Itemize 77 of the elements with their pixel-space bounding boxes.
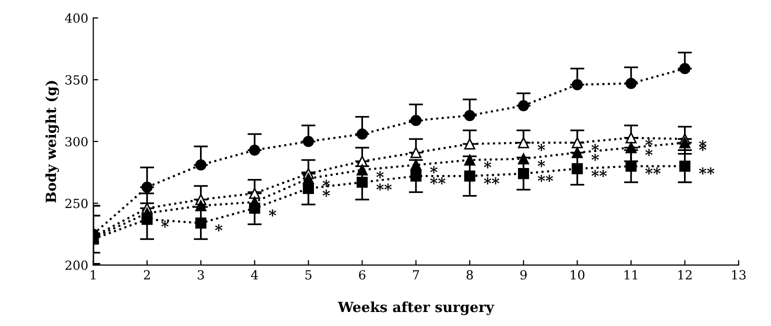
x-tick-label: 12 <box>678 270 692 280</box>
point <box>626 160 637 172</box>
annotation: ** <box>376 183 392 191</box>
annotation: * <box>484 161 492 168</box>
x-tick-label: 7 <box>413 270 420 280</box>
point <box>626 78 637 89</box>
annotation: ** <box>699 167 714 174</box>
point <box>679 160 690 172</box>
annotation: ** <box>645 167 661 174</box>
annotation: * <box>538 160 546 168</box>
point <box>626 132 637 144</box>
point <box>410 114 422 126</box>
annotation: * <box>322 180 330 187</box>
point <box>679 63 690 74</box>
x-tick-label: 5 <box>305 270 312 280</box>
point <box>410 147 422 158</box>
x-tick-label: 10 <box>570 270 584 280</box>
point <box>464 154 476 166</box>
annotation: * <box>645 138 653 146</box>
point <box>195 159 206 171</box>
annotation: ** <box>430 177 446 184</box>
point <box>356 156 368 167</box>
y-axis-title: Body weight (g) <box>45 81 60 203</box>
x-tick-label: 3 <box>198 270 204 280</box>
y-tick-label: 400 <box>64 13 88 23</box>
point <box>410 159 422 171</box>
annotation: ** <box>538 174 554 182</box>
annotation: * <box>645 148 653 156</box>
point <box>249 202 260 214</box>
point <box>249 188 260 199</box>
point <box>518 137 530 148</box>
point <box>302 182 314 194</box>
point <box>518 153 530 164</box>
x-tick-label: 13 <box>732 270 746 280</box>
annotation: * <box>215 224 222 232</box>
point <box>572 147 583 158</box>
annotation: * <box>430 166 438 174</box>
point <box>518 100 530 112</box>
x-tick-label: 1 <box>90 270 96 280</box>
point <box>195 200 206 212</box>
x-tick-label: 8 <box>466 270 473 280</box>
annotation: ** <box>484 177 500 184</box>
y-tick-label: 350 <box>66 75 88 85</box>
annotation: ** <box>592 170 607 177</box>
annotation: * <box>538 144 546 152</box>
annotation: * <box>161 220 169 228</box>
x-tick-label: 4 <box>251 270 258 280</box>
point <box>518 168 530 180</box>
annotation: * <box>322 190 330 197</box>
point <box>195 217 206 229</box>
y-tick-label: 250 <box>65 198 88 208</box>
point <box>464 170 476 182</box>
point <box>626 142 637 154</box>
y-tick-label: 200 <box>65 260 88 270</box>
point <box>142 182 153 193</box>
x-tick-label: 6 <box>359 270 366 280</box>
x-tick-label: 9 <box>520 270 527 280</box>
point <box>356 128 368 140</box>
point <box>249 144 260 156</box>
point <box>679 137 690 148</box>
point <box>302 136 314 148</box>
point <box>356 164 368 176</box>
point <box>572 137 583 148</box>
point <box>356 176 368 188</box>
x-tick-label: 2 <box>144 270 150 280</box>
point <box>464 138 476 150</box>
x-axis-title: Weeks after surgery <box>338 301 494 316</box>
point <box>572 163 583 174</box>
annotation: * <box>376 171 384 178</box>
point <box>464 110 476 122</box>
point <box>572 79 583 90</box>
annotation: * <box>592 154 599 161</box>
x-tick-label: 11 <box>624 270 638 280</box>
annotation: * <box>268 209 276 217</box>
y-tick-label: 300 <box>66 136 88 146</box>
point <box>410 170 422 182</box>
point <box>142 214 153 225</box>
